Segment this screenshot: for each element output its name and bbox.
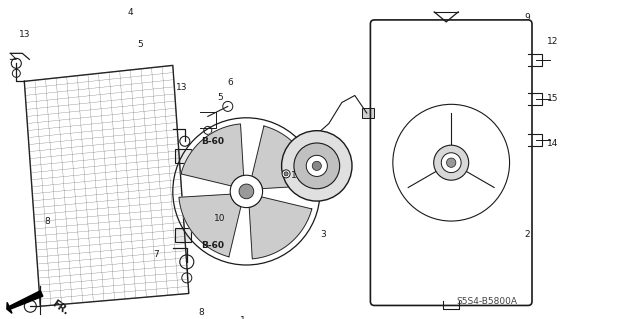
Text: 5: 5 xyxy=(218,93,223,101)
Polygon shape xyxy=(249,197,312,259)
Text: 1: 1 xyxy=(240,316,246,319)
Circle shape xyxy=(447,158,456,167)
Circle shape xyxy=(214,219,221,227)
FancyBboxPatch shape xyxy=(362,108,374,118)
Circle shape xyxy=(441,153,461,173)
Circle shape xyxy=(312,161,321,170)
Text: 13: 13 xyxy=(19,30,31,39)
Text: 2: 2 xyxy=(525,230,531,239)
Circle shape xyxy=(307,155,328,176)
Circle shape xyxy=(282,131,352,201)
Text: 10: 10 xyxy=(214,214,226,223)
FancyBboxPatch shape xyxy=(175,228,191,242)
Text: 15: 15 xyxy=(547,94,559,103)
Polygon shape xyxy=(9,291,43,309)
Text: FR.: FR. xyxy=(50,299,70,317)
Text: 11: 11 xyxy=(291,171,303,180)
Text: 8: 8 xyxy=(198,308,204,317)
Circle shape xyxy=(216,221,220,225)
Polygon shape xyxy=(181,124,244,186)
Text: 14: 14 xyxy=(547,139,559,148)
Text: S5S4-B5800A: S5S4-B5800A xyxy=(456,297,517,306)
Text: 13: 13 xyxy=(176,83,188,92)
Text: 6: 6 xyxy=(227,78,233,87)
Polygon shape xyxy=(179,194,241,257)
Circle shape xyxy=(239,184,254,199)
Circle shape xyxy=(230,175,262,208)
Circle shape xyxy=(434,145,468,180)
Text: 12: 12 xyxy=(547,37,559,46)
Text: 5: 5 xyxy=(138,40,143,49)
Circle shape xyxy=(282,170,290,178)
Polygon shape xyxy=(252,126,314,189)
Text: 8: 8 xyxy=(45,217,51,226)
FancyBboxPatch shape xyxy=(175,149,191,163)
Text: 3: 3 xyxy=(320,230,326,239)
Polygon shape xyxy=(7,302,12,313)
Text: 9: 9 xyxy=(525,13,531,22)
Circle shape xyxy=(294,143,340,189)
Circle shape xyxy=(284,172,288,176)
Text: B-60: B-60 xyxy=(202,137,225,146)
Text: B-60: B-60 xyxy=(202,241,225,250)
Text: 4: 4 xyxy=(128,8,134,17)
Text: 7: 7 xyxy=(154,250,159,259)
